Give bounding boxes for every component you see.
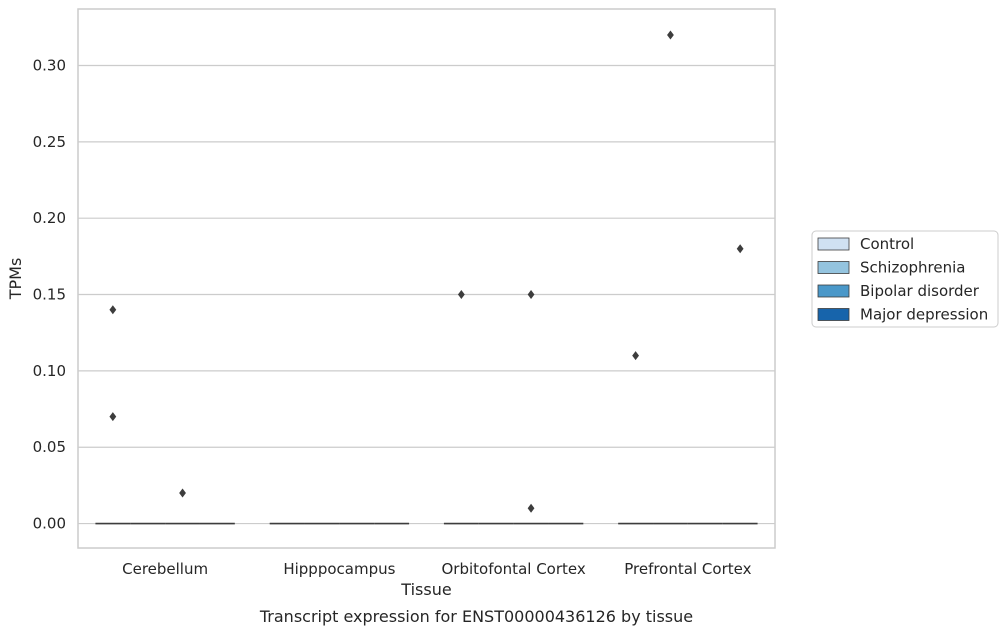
outlier-point xyxy=(179,488,186,498)
outlier-point xyxy=(109,412,117,422)
legend-swatch xyxy=(817,308,850,321)
legend: Control Schizophrenia Bipolar disorder Majo… xyxy=(811,230,999,328)
y-tick-labels: 0.00 0.05 0.10 0.15 0.20 0.25 0.30 xyxy=(33,56,66,532)
outlier-point xyxy=(527,290,535,300)
x-tick-labels: Cerebellum Hipppocampus Orbitofontal Corte… xyxy=(122,560,751,578)
outlier-point xyxy=(109,305,117,315)
outlier-point xyxy=(667,30,674,40)
outlier-point xyxy=(527,503,535,513)
y-tick-label: 0.30 xyxy=(33,56,66,74)
legend-label: Schizophrenia xyxy=(860,259,965,277)
y-tick-label: 0.15 xyxy=(33,286,66,304)
legend-swatch xyxy=(817,284,850,298)
outlier-point xyxy=(632,351,639,361)
legend-label: Bipolar disorder xyxy=(860,282,980,300)
legend-label: Major depression xyxy=(860,306,988,324)
chart-caption: Transcript expression for ENST0000043612… xyxy=(259,607,693,626)
outlier-marks xyxy=(109,30,744,513)
x-axis-label: Tissue xyxy=(400,580,451,599)
y-axis-label: TPMs xyxy=(6,258,25,301)
legend-swatch xyxy=(817,237,850,251)
y-tick-label: 0.05 xyxy=(33,438,66,456)
x-tick-label: Cerebellum xyxy=(122,560,208,578)
y-tick-label: 0.25 xyxy=(33,133,66,151)
plot-frame xyxy=(77,8,776,549)
x-tick-label: Prefrontal Cortex xyxy=(624,560,751,578)
y-tick-label: 0.00 xyxy=(33,515,66,533)
x-tick-label: Orbitofontal Cortex xyxy=(442,560,586,578)
y-tick-label: 0.20 xyxy=(33,209,66,227)
grid-lines xyxy=(78,64,775,525)
legend-swatch xyxy=(817,261,850,274)
legend-label: Control xyxy=(860,235,914,253)
x-tick-label: Hipppocampus xyxy=(283,560,395,578)
y-tick-label: 0.10 xyxy=(33,362,66,380)
outlier-point xyxy=(457,290,465,300)
legend-frame xyxy=(811,230,999,328)
outlier-point xyxy=(736,244,744,254)
